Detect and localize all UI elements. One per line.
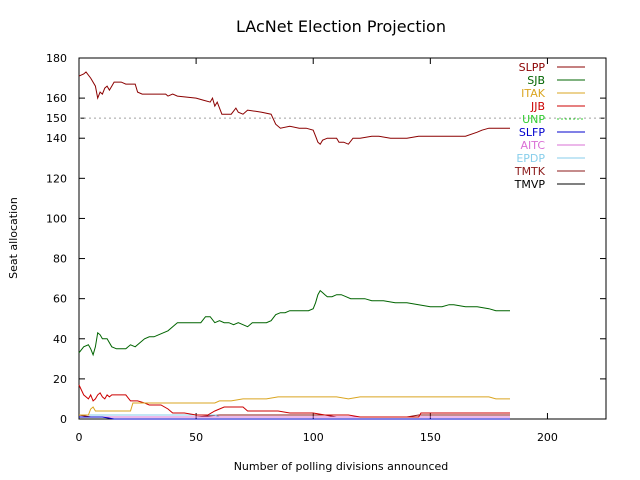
y-tick-label: 100	[46, 212, 67, 225]
y-tick-label: 150	[46, 112, 67, 125]
series-line-slpp	[78, 71, 510, 145]
legend-label-tmvp: TMVP	[514, 178, 546, 191]
y-tick-label: 80	[53, 253, 67, 266]
y-tick-label: 120	[46, 172, 67, 185]
y-tick-label: 180	[46, 52, 67, 65]
legend-label-unp: UNP	[522, 113, 545, 126]
legend-label-itak: ITAK	[521, 87, 546, 100]
x-tick-label: 100	[303, 431, 324, 444]
legend-label-sjb: SJB	[527, 74, 545, 87]
legend-label-jjb: JJB	[530, 100, 545, 113]
legend-label-epdp: EPDP	[516, 152, 545, 165]
legend-label-slpp: SLPP	[519, 61, 546, 74]
legend-label-slfp: SLFP	[519, 126, 545, 139]
x-tick-label: 150	[420, 431, 441, 444]
y-tick-label: 20	[53, 373, 67, 386]
plot-area: 0 20 40 60 80 100 120 140 150 160 180 0 50 100 150 200	[46, 52, 607, 444]
series-line-jjb	[78, 384, 510, 418]
y-tick-label: 160	[46, 92, 67, 105]
series-line-sjb	[78, 289, 510, 357]
y-tick-label: 40	[53, 333, 67, 346]
series-line-itak	[79, 396, 510, 416]
x-tick-label: 50	[189, 431, 203, 444]
legend-label-tmtk: TMTK	[514, 165, 546, 178]
chart-title: LAcNet Election Projection	[236, 17, 446, 36]
y-axis-label: Seat allocation	[7, 197, 20, 279]
x-axis-label: Number of polling divisions announced	[234, 460, 449, 473]
x-tick-label: 0	[76, 431, 83, 444]
y-tick-label: 0	[60, 413, 67, 426]
y-tick-label: 60	[53, 293, 67, 306]
series-line-slfp	[79, 416, 510, 420]
x-tick-label: 200	[537, 431, 558, 444]
legend-label-aitc: AITC	[520, 139, 545, 152]
y-tick-label: 140	[46, 132, 67, 145]
